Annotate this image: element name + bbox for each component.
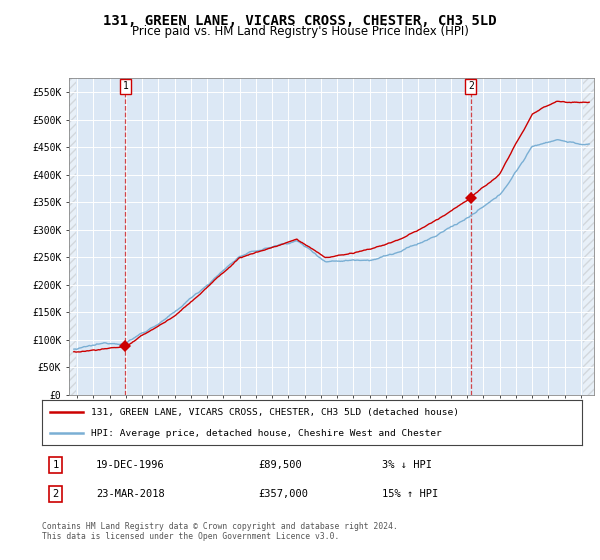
Text: 2: 2 (468, 81, 474, 91)
Text: Price paid vs. HM Land Registry's House Price Index (HPI): Price paid vs. HM Land Registry's House … (131, 25, 469, 38)
Text: 15% ↑ HPI: 15% ↑ HPI (382, 489, 439, 499)
Text: 131, GREEN LANE, VICARS CROSS, CHESTER, CH3 5LD (detached house): 131, GREEN LANE, VICARS CROSS, CHESTER, … (91, 408, 458, 417)
Bar (69, 78, 76, 395)
Text: 1: 1 (52, 460, 59, 470)
Bar (583, 78, 599, 395)
Text: 1: 1 (122, 81, 128, 91)
Text: 2: 2 (52, 489, 59, 499)
Text: HPI: Average price, detached house, Cheshire West and Chester: HPI: Average price, detached house, Ches… (91, 428, 442, 437)
Text: 19-DEC-1996: 19-DEC-1996 (96, 460, 165, 470)
Text: 3% ↓ HPI: 3% ↓ HPI (382, 460, 432, 470)
Text: 23-MAR-2018: 23-MAR-2018 (96, 489, 165, 499)
Text: £89,500: £89,500 (258, 460, 302, 470)
Text: 131, GREEN LANE, VICARS CROSS, CHESTER, CH3 5LD: 131, GREEN LANE, VICARS CROSS, CHESTER, … (103, 14, 497, 28)
Text: £357,000: £357,000 (258, 489, 308, 499)
Text: Contains HM Land Registry data © Crown copyright and database right 2024.
This d: Contains HM Land Registry data © Crown c… (42, 522, 398, 542)
